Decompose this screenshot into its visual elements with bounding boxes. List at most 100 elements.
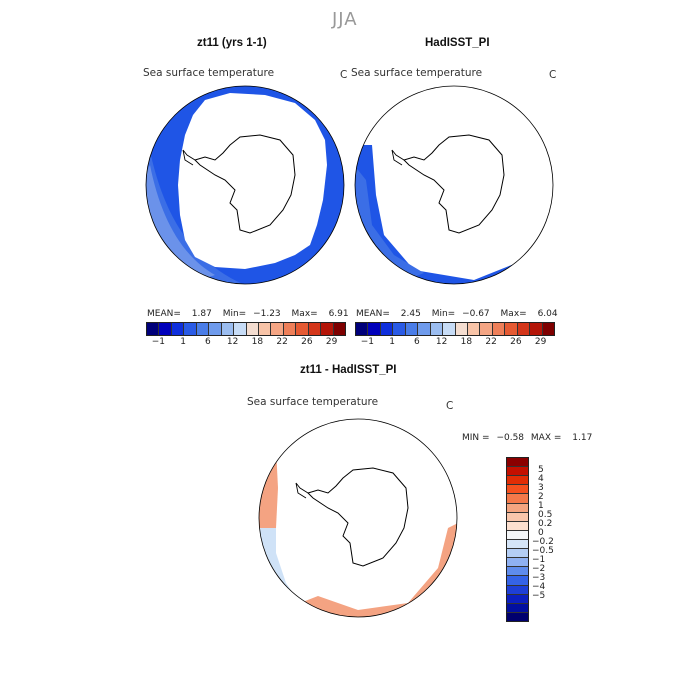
colorbar-swatch	[308, 323, 322, 335]
colorbar-tick-label: 1	[389, 337, 395, 347]
colorbar-swatch	[455, 323, 468, 335]
colorbar-swatch	[492, 323, 506, 335]
colorbar-swatch	[368, 323, 381, 335]
colorbar-tick-label: −1	[532, 555, 546, 566]
colorbar-swatch	[507, 539, 528, 550]
colorbar-swatch	[507, 530, 528, 540]
colorbar-tick-label: −2	[532, 564, 546, 575]
colorbar-swatch	[283, 323, 297, 335]
panel-2-min: −0.67	[462, 309, 490, 319]
panel-2-map	[354, 85, 554, 285]
antarctica-coastline	[307, 467, 409, 567]
diff-panel-unit: C	[446, 400, 454, 412]
colorbar-swatch	[209, 323, 222, 335]
panel-1-stats: MEAN= 1.87 Min= −1.23 Max= 6.91	[147, 309, 349, 319]
panel-2-title: HadISST_PI	[425, 37, 490, 49]
colorbar-swatch	[296, 323, 309, 335]
colorbar-tick-label: 3	[538, 482, 544, 493]
colorbar-swatch	[418, 323, 431, 335]
panel-1-mean: 1.87	[191, 309, 212, 319]
diff-panel-stats: MIN = −0.58 MAX = 1.17	[462, 433, 592, 443]
antarctica-coastline	[403, 134, 505, 234]
colorbar-tick-label: 1	[180, 337, 186, 347]
colorbar-tick-label: 29	[534, 337, 547, 347]
colorbar-swatch	[517, 323, 531, 335]
colorbar-tick-label: 0.5	[538, 509, 553, 520]
colorbar-tick-label: −4	[532, 582, 546, 593]
colorbar-swatch	[530, 323, 543, 335]
colorbar-swatch	[380, 323, 394, 335]
colorbar-tick-label: 1	[538, 500, 544, 511]
colorbar-tick-label: 18	[460, 337, 473, 347]
panel-1-max-label: Max=	[291, 309, 318, 319]
panel-2-mean-label: MEAN=	[356, 309, 390, 319]
colorbar-swatch	[507, 567, 528, 577]
panel-1-variable: Sea surface temperature	[143, 67, 275, 79]
warm-anomaly-south	[288, 523, 457, 617]
colorbar-swatch	[507, 467, 528, 477]
colorbar-tick-label: 18	[251, 337, 264, 347]
colorbar-tick-label: −0.5	[532, 546, 554, 557]
diff-panel-map	[258, 418, 458, 618]
season-title: JJA	[332, 9, 358, 30]
diff-min: −0.58	[496, 433, 525, 443]
panel-2-max: 6.04	[537, 309, 558, 319]
colorbar-swatch	[480, 323, 493, 335]
colorbar-swatch	[258, 323, 272, 335]
colorbar-swatch	[147, 323, 160, 335]
colorbar-tick-label: 5	[538, 464, 544, 475]
diff-panel-variable: Sea surface temperature	[247, 396, 379, 408]
peninsula-coastline	[182, 149, 196, 166]
panel-2-max-label: Max=	[500, 309, 527, 319]
colorbar-swatch	[405, 323, 419, 335]
colorbar-swatch	[171, 323, 185, 335]
colorbar-tick-label: 6	[205, 337, 211, 347]
colorbar-tick-label: −5	[532, 591, 546, 602]
colorbar-tick-label: −1	[360, 337, 375, 347]
panel-1-min-label: Min=	[222, 309, 247, 319]
diff-colorbar-ticks: 5 4 3 2 1 0.5 0.2 0 −0.2 −0.5 −1 −2 −3 −4 −5	[532, 457, 572, 620]
colorbar-swatch	[430, 323, 444, 335]
colorbar-swatch	[507, 485, 528, 495]
colorbar-swatch	[507, 603, 528, 613]
diff-max: 1.17	[572, 433, 593, 443]
colorbar-tick-label: −1	[151, 337, 166, 347]
colorbar-tick-label: 22	[276, 337, 288, 347]
colorbar-tick-label: 2	[538, 491, 544, 502]
panel-2-colorbar	[355, 322, 555, 336]
colorbar-tick-label: 4	[538, 473, 544, 484]
colorbar-swatch	[234, 323, 247, 335]
panel-2-stats: MEAN= 2.45 Min= −0.67 Max= 6.04	[356, 309, 558, 319]
panel-1-colorbar	[146, 322, 346, 336]
colorbar-tick-label: 26	[301, 337, 313, 347]
colorbar-tick-label: 26	[510, 337, 522, 347]
colorbar-tick-label: 12	[435, 337, 448, 347]
colorbar-tick-label: 0	[538, 527, 544, 538]
colorbar-swatch	[507, 503, 528, 513]
colorbar-tick-label: 29	[325, 337, 338, 347]
colorbar-swatch	[159, 323, 172, 335]
colorbar-tick-label: 12	[226, 337, 239, 347]
colorbar-swatch	[184, 323, 197, 335]
colorbar-swatch	[507, 458, 528, 468]
colorbar-swatch	[467, 323, 481, 335]
panel-2-min-label: Min=	[431, 309, 456, 319]
colorbar-swatch	[507, 476, 528, 486]
panel-1-mean-label: MEAN=	[147, 309, 181, 319]
panel-1-unit: C	[340, 69, 348, 81]
panel-1-title: zt11 (yrs 1-1)	[197, 37, 267, 49]
panel-1-min: −1.23	[253, 309, 281, 319]
colorbar-swatch	[507, 512, 528, 522]
colorbar-swatch	[271, 323, 284, 335]
panel-1-max: 6.91	[328, 309, 349, 319]
colorbar-tick-label: 0.2	[538, 518, 553, 529]
colorbar-swatch	[542, 323, 554, 335]
diff-max-label: MAX =	[530, 433, 562, 443]
colorbar-tick-label: 6	[414, 337, 420, 347]
diff-colorbar	[506, 457, 529, 622]
panel-2-variable: Sea surface temperature	[351, 67, 483, 79]
panel-1-colorbar-ticks: −1 1 6 12 18 22 26 29	[146, 337, 344, 349]
colorbar-swatch	[507, 576, 528, 586]
colorbar-tick-label: 22	[485, 337, 497, 347]
colorbar-swatch	[221, 323, 235, 335]
